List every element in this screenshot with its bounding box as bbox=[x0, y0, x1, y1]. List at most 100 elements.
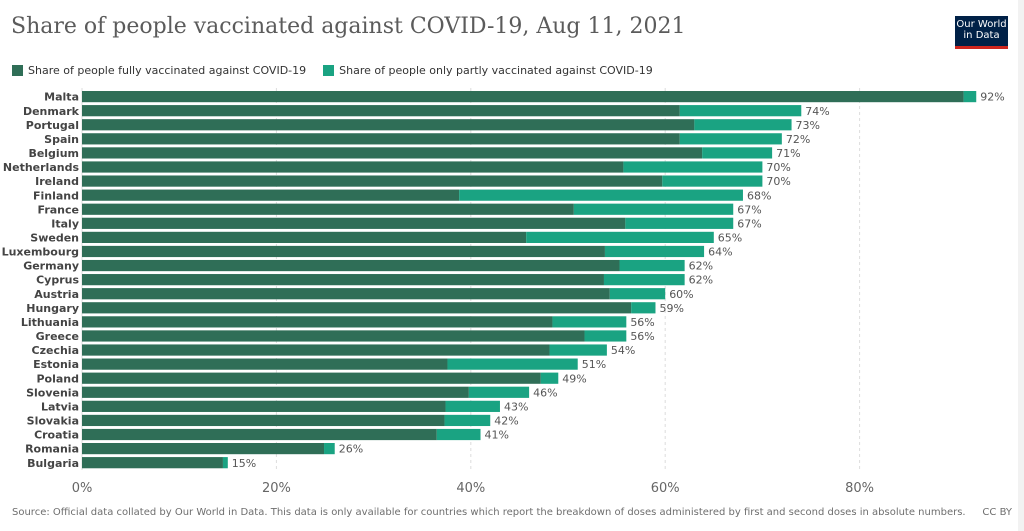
bar-partly bbox=[584, 330, 627, 342]
total-label: 42% bbox=[494, 415, 518, 428]
bar-fully bbox=[82, 217, 626, 229]
bar-fully bbox=[82, 231, 527, 243]
total-label: 71% bbox=[776, 147, 800, 160]
owid-logo[interactable]: Our World in Data bbox=[955, 16, 1008, 49]
x-tick-label: 0% bbox=[72, 481, 93, 496]
legend-item-partly[interactable]: Share of people only partly vaccinated a… bbox=[323, 64, 653, 77]
logo-line-2: in Data bbox=[963, 30, 1000, 41]
total-label: 60% bbox=[669, 288, 693, 301]
bar-fully bbox=[82, 316, 553, 328]
category-label: Spain bbox=[44, 133, 79, 146]
logo-line-1: Our World bbox=[956, 19, 1007, 30]
total-label: 62% bbox=[689, 260, 713, 273]
bar-partly bbox=[552, 316, 627, 328]
legend-label-fully: Share of people fully vaccinated against… bbox=[28, 64, 307, 77]
x-tick-label: 80% bbox=[845, 481, 874, 496]
total-label: 51% bbox=[582, 358, 606, 371]
bar-partly bbox=[662, 175, 763, 187]
total-label: 65% bbox=[718, 232, 742, 245]
bar-partly bbox=[694, 119, 792, 131]
total-label: 67% bbox=[737, 217, 761, 230]
bar-fully bbox=[82, 161, 624, 173]
bar-partly bbox=[963, 91, 977, 103]
category-label: Netherlands bbox=[3, 161, 80, 174]
category-label: France bbox=[38, 203, 79, 216]
total-label: 68% bbox=[747, 189, 771, 202]
bar-fully bbox=[82, 189, 460, 201]
bar-partly bbox=[625, 217, 734, 229]
bar-chart: 0% 20% 40% 60% 80% Malta 92% Denmark 74% Portugal… bbox=[2, 88, 1005, 496]
total-label: 54% bbox=[611, 344, 635, 357]
category-label: Denmark bbox=[23, 105, 80, 118]
chart-title: Share of people vaccinated against COVID… bbox=[11, 14, 686, 39]
legend-swatch-partly bbox=[323, 65, 335, 76]
category-label: Romania bbox=[25, 443, 79, 456]
total-label: 67% bbox=[737, 203, 761, 216]
bar-partly bbox=[631, 302, 656, 314]
x-tick-label: 40% bbox=[456, 481, 485, 496]
bar-fully bbox=[82, 302, 632, 314]
legend: Share of people fully vaccinated against… bbox=[12, 64, 670, 77]
category-label: Austria bbox=[34, 288, 79, 301]
category-label: Lithuania bbox=[21, 316, 79, 329]
bar-fully bbox=[82, 344, 550, 356]
category-label: Slovakia bbox=[27, 415, 79, 428]
bar-fully bbox=[82, 288, 610, 300]
total-label: 92% bbox=[980, 91, 1004, 104]
total-label: 70% bbox=[766, 161, 790, 174]
bar-fully bbox=[82, 175, 663, 187]
bar-fully bbox=[82, 414, 445, 427]
total-label: 59% bbox=[659, 302, 683, 315]
category-label: Finland bbox=[33, 189, 79, 202]
category-label: Cyprus bbox=[36, 274, 79, 287]
total-label: 56% bbox=[630, 330, 654, 343]
bar-partly bbox=[619, 259, 685, 272]
bar-fully bbox=[82, 330, 585, 342]
bar-fully bbox=[82, 443, 325, 455]
bar-partly bbox=[222, 457, 228, 469]
total-label: 62% bbox=[689, 274, 713, 287]
total-label: 64% bbox=[708, 246, 732, 259]
total-label: 43% bbox=[504, 400, 528, 413]
bar-fully bbox=[82, 358, 448, 370]
page-edge bbox=[1018, 0, 1024, 531]
logo-accent-bar bbox=[955, 46, 1008, 49]
total-label: 49% bbox=[562, 372, 586, 385]
total-label: 41% bbox=[485, 429, 509, 442]
total-label: 56% bbox=[630, 316, 654, 329]
bar-fully bbox=[82, 133, 680, 145]
category-label: Hungary bbox=[26, 302, 79, 315]
category-label: Bulgaria bbox=[27, 457, 79, 470]
total-label: 73% bbox=[796, 119, 820, 132]
bar-partly bbox=[549, 344, 607, 356]
legend-swatch-fully bbox=[12, 65, 23, 76]
total-label: 74% bbox=[805, 105, 829, 118]
category-label: Sweden bbox=[30, 232, 79, 245]
bar-partly bbox=[623, 161, 763, 173]
bar-partly bbox=[526, 231, 714, 243]
source-note: Source: Official data collated by Our Wo… bbox=[12, 507, 966, 518]
bar-partly bbox=[702, 147, 773, 159]
category-label: Ireland bbox=[35, 175, 79, 188]
bar-partly bbox=[609, 288, 666, 300]
bar-fully bbox=[82, 386, 469, 398]
bar-partly bbox=[540, 372, 559, 384]
category-label: Estonia bbox=[33, 358, 79, 371]
category-label: Luxembourg bbox=[2, 246, 79, 259]
category-label: Latvia bbox=[41, 400, 79, 413]
bar-fully bbox=[82, 400, 446, 412]
bar-fully bbox=[82, 457, 223, 469]
category-label: Malta bbox=[44, 91, 79, 104]
legend-item-fully[interactable]: Share of people fully vaccinated against… bbox=[12, 64, 306, 77]
license-link[interactable]: CC BY bbox=[982, 507, 1012, 518]
category-label: Portugal bbox=[26, 119, 79, 132]
bar-partly bbox=[604, 245, 705, 258]
x-tick-label: 60% bbox=[651, 481, 680, 496]
total-label: 70% bbox=[766, 175, 790, 188]
bar-partly bbox=[603, 274, 685, 286]
bar-partly bbox=[679, 133, 782, 145]
total-label: 15% bbox=[232, 457, 256, 470]
category-label: Poland bbox=[36, 372, 79, 385]
bar-fully bbox=[82, 105, 680, 117]
